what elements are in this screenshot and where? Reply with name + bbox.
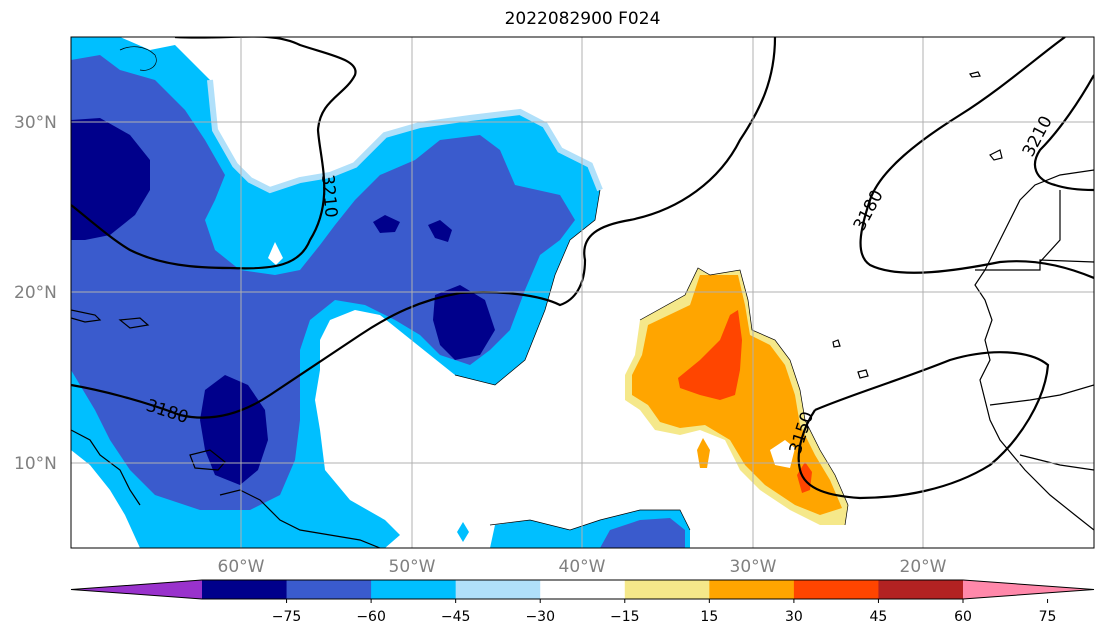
- contour-3150: [797, 351, 1050, 500]
- colorbar-segment: [455, 580, 541, 599]
- shading-region-orange-small: [697, 438, 710, 468]
- colorbar-extend-min: [71, 580, 202, 599]
- shading-hole: [268, 242, 283, 265]
- shading-region-lightblue: [207, 79, 603, 194]
- shading-hole-east: [770, 440, 795, 468]
- contour-3210-east: [1033, 74, 1094, 192]
- colorbar-tick-label: −45: [441, 609, 471, 625]
- contour-3180-east: [859, 37, 1094, 280]
- shading-region-navy-5: [428, 220, 452, 242]
- shading-region-red: [678, 310, 742, 400]
- colorbar-segment: [709, 580, 795, 599]
- lon-label-60w: 60°W: [218, 557, 265, 577]
- shading-region-cyan-dot: [457, 522, 469, 542]
- shading-region-blue: [71, 55, 575, 510]
- colorbar-segment: [878, 580, 964, 599]
- colorbar-segment: [624, 580, 710, 599]
- contour-3210-west: [71, 37, 357, 270]
- lat-label-10n: 10°N: [14, 454, 57, 474]
- map-frame: [70, 36, 1095, 549]
- colorbar-ticks: −75 −60 −45 −30 −15 15 30 45 60 75: [272, 599, 1057, 625]
- gridlines: [71, 37, 1094, 548]
- shading-region-navy-2: [433, 285, 495, 360]
- lon-label-40w: 40°W: [559, 557, 606, 577]
- shading-region-navy-4: [373, 215, 400, 233]
- colorbar-tick-label: 30: [785, 609, 803, 625]
- colorbar-tick-label: −30: [525, 609, 555, 625]
- colorbar-segment: [793, 580, 879, 599]
- lon-label-20w: 20°W: [900, 557, 947, 577]
- shading-region-blue-south: [600, 518, 685, 548]
- colorbar-segment: [286, 580, 372, 599]
- colorbar-tick-label: 75: [1039, 609, 1057, 625]
- chart-title: 2022082900 F024: [504, 9, 661, 29]
- colorbar-tick-label: −75: [272, 609, 302, 625]
- colorbar-tick-label: −60: [356, 609, 386, 625]
- colorbar: [70, 579, 1095, 600]
- shading-region-navy-3: [200, 375, 268, 485]
- colorbar-outline: [70, 579, 1095, 600]
- lon-label-30w: 30°W: [730, 557, 777, 577]
- colorbar-extend-max: [963, 580, 1094, 599]
- height-contours: [71, 37, 1094, 500]
- lon-label-50w: 50°W: [389, 557, 436, 577]
- lat-label-30n: 30°N: [14, 113, 57, 133]
- coastlines: [71, 71, 1094, 548]
- contour-label-3210: 3210: [317, 174, 341, 219]
- contour-3180-mid: [71, 37, 777, 419]
- colorbar-tick-label: 60: [954, 609, 972, 625]
- colorbar-tick-label: 15: [700, 609, 718, 625]
- colorbar-tick-label: 45: [870, 609, 888, 625]
- colorbar-segment: [540, 580, 626, 599]
- colorbar-segment: [371, 580, 457, 599]
- colorbar-segment: [202, 580, 288, 599]
- colorbar-tick-label: −15: [610, 609, 640, 625]
- shading-region-navy-1: [71, 118, 150, 240]
- lat-label-20n: 20°N: [14, 283, 57, 303]
